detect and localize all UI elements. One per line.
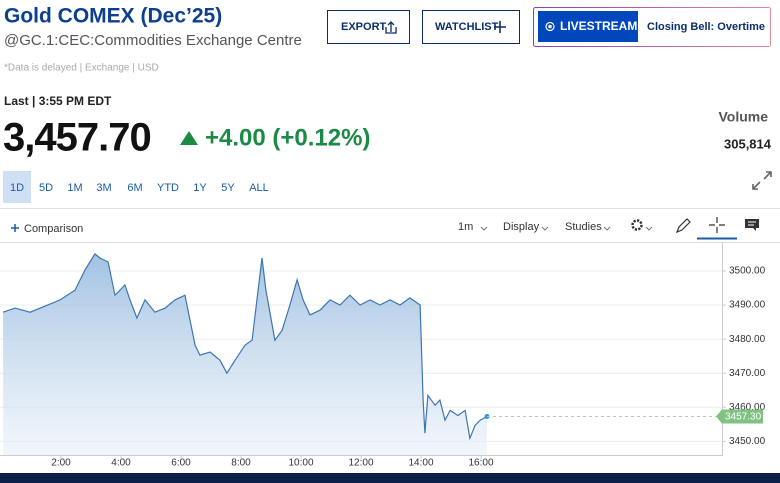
range-button[interactable]: ALL <box>249 182 269 194</box>
last-price-tag <box>716 409 763 424</box>
price: 3,457.70 <box>3 116 151 160</box>
x-tick-label: 8:00 <box>231 458 251 469</box>
interval[interactable]: 1m <box>458 221 473 233</box>
up-arrow <box>180 131 198 145</box>
x-tick-label: 10:00 <box>288 458 313 469</box>
settings-icon[interactable] <box>631 219 643 231</box>
studies[interactable]: Studies <box>565 221 602 233</box>
x-tick-label: 16:00 <box>468 458 493 469</box>
x-tick-label: 2:00 <box>51 458 71 469</box>
y-tick-label: 3490.00 <box>729 300 766 311</box>
range-button[interactable]: 5D <box>39 182 53 194</box>
range-button[interactable]: 6M <box>127 182 142 194</box>
range-selected <box>3 171 31 203</box>
range-selector: 1D 5D 1M 3M 6M YTD 1Y 5Y ALL <box>10 182 269 194</box>
subtitle: @GC.1:CEC:Commodities Exchange Centre <box>4 32 302 49</box>
range-button[interactable]: 1D <box>10 182 24 194</box>
plus-icon <box>494 21 506 33</box>
x-tick-label: 6:00 <box>171 458 191 469</box>
comment-lines <box>748 221 756 226</box>
y-tick-label: 3460.00 <box>729 402 766 413</box>
livestream-button[interactable] <box>538 11 638 42</box>
price-line <box>2 253 488 441</box>
footer-bar <box>0 473 780 483</box>
title: Gold COMEX (Dec’25) <box>4 5 222 28</box>
comparison[interactable]: Comparison <box>24 223 83 235</box>
watchlist-label[interactable]: WATCHLIST <box>435 21 499 33</box>
notice: *Data is delayed | Exchange | USD <box>4 63 159 74</box>
area-fill <box>3 253 487 455</box>
display[interactable]: Display <box>503 221 540 233</box>
chevron <box>645 226 653 231</box>
range-button[interactable]: 1M <box>67 182 82 194</box>
y-tick-label: 3470.00 <box>729 368 766 379</box>
range-button[interactable]: 3M <box>96 182 111 194</box>
change: +4.00 (+0.12%) <box>205 124 370 151</box>
chevron <box>603 226 611 231</box>
export-icon <box>385 21 397 34</box>
chevron <box>480 226 488 231</box>
plus-icon <box>11 224 19 232</box>
range-button[interactable]: 5Y <box>221 182 235 194</box>
x-tick-label: 4:00 <box>111 458 131 469</box>
expand-icon[interactable] <box>752 171 772 190</box>
export-label[interactable]: EXPORT <box>341 21 387 33</box>
livestream-label[interactable]: LIVESTREAM <box>560 19 637 33</box>
chevron <box>541 226 549 231</box>
x-tick-label: 14:00 <box>408 458 433 469</box>
live-icon <box>545 21 555 32</box>
show-name[interactable]: Closing Bell: Overtime <box>647 21 765 33</box>
crosshair-icon[interactable] <box>709 217 725 233</box>
last-price-label: 3457.30 <box>725 412 762 423</box>
volume: 305,814 <box>724 136 772 151</box>
volume-label: Volume <box>718 109 768 125</box>
last-time: Last | 3:55 PM EDT <box>4 94 112 108</box>
range-button[interactable]: YTD <box>157 182 179 194</box>
x-tick-label: 12:00 <box>348 458 373 469</box>
draw-icon[interactable] <box>675 218 691 234</box>
y-tick-label: 3500.00 <box>729 266 766 277</box>
range-button[interactable]: 1Y <box>193 182 207 194</box>
y-tick-label: 3450.00 <box>729 436 766 447</box>
plot <box>0 253 726 459</box>
y-tick-label: 3480.00 <box>729 334 766 345</box>
live-dot <box>548 24 552 29</box>
